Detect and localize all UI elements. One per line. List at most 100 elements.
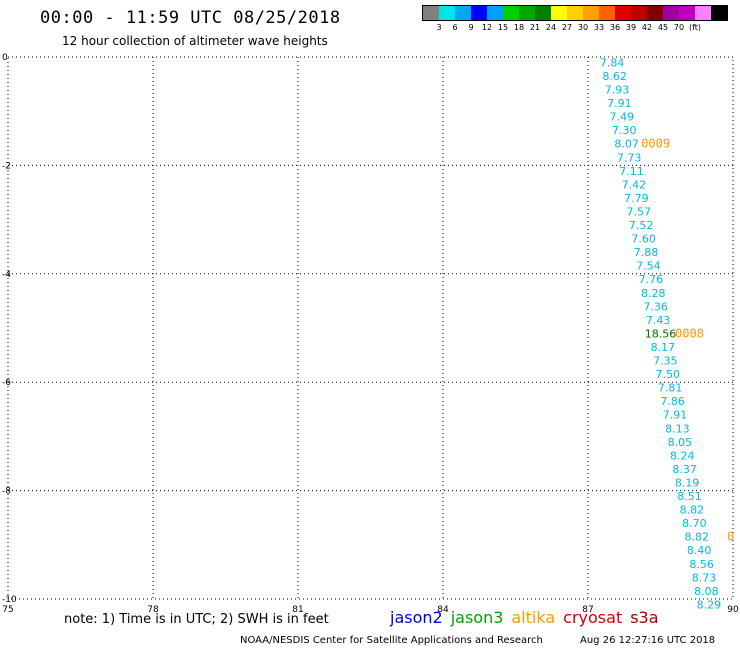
- scale-swatch: [455, 6, 471, 20]
- wave-height-value: 18.56: [645, 327, 677, 340]
- lon-tick-label: 84: [437, 605, 449, 615]
- lat-tick-label: 0: [2, 53, 8, 63]
- scale-label: 15: [497, 23, 509, 32]
- wave-height-value: 8.62: [602, 70, 627, 83]
- satellite-name-jason2: jason2: [390, 608, 443, 627]
- scale-label: 27: [561, 23, 573, 32]
- scale-label: 39: [625, 23, 637, 32]
- wave-height-value: 7.30: [612, 124, 637, 137]
- scale-label: (ft): [688, 23, 702, 32]
- lat-tick-label: -4: [2, 270, 11, 280]
- scale-label: 12: [481, 23, 493, 32]
- wave-height-value: 7.42: [622, 178, 647, 191]
- pass-time-tag: 0008: [675, 326, 704, 340]
- credit-text: NOAA/NESDIS Center for Satellite Applica…: [240, 635, 543, 646]
- scale-label: 6: [452, 23, 458, 32]
- wave-height-value: 7.43: [646, 314, 671, 327]
- lon-tick-label: 75: [2, 605, 13, 615]
- wave-height-value: 7.79: [624, 192, 649, 205]
- lon-tick-label: 87: [582, 605, 593, 615]
- scale-swatch: [439, 6, 455, 20]
- lon-tick-label: 90: [727, 605, 739, 615]
- scale-label: 70: [673, 23, 685, 32]
- wave-height-value: 7.93: [605, 84, 630, 97]
- wave-height-value: 8.40: [687, 544, 712, 557]
- scale-label: 24: [545, 23, 557, 32]
- wave-height-value: 7.11: [619, 165, 644, 178]
- color-scale-labels: 3 6 9 12 15 18 21 24 27 30 33 36 39 42 45 70 (ft): [422, 21, 728, 35]
- scale-swatch: [711, 6, 727, 20]
- map-frame: [7, 56, 734, 600]
- scale-label: 45: [657, 23, 669, 32]
- wave-height-value: 7.86: [660, 395, 685, 408]
- wave-height-value: 7.52: [629, 219, 654, 232]
- satellite-legend: jason2 jason3 altika cryosat s3a: [390, 608, 667, 627]
- wave-height-value: 7.91: [607, 97, 632, 110]
- wave-height-value: 7.91: [663, 409, 688, 422]
- scale-swatch: [519, 6, 535, 20]
- wave-height-value: 8.73: [692, 571, 717, 584]
- wave-height-value: 8.37: [672, 463, 697, 476]
- scale-swatch: [471, 6, 487, 20]
- wave-height-value: 7.35: [653, 355, 678, 368]
- pass-time-tag: 0009: [641, 137, 670, 151]
- scale-swatch: [599, 6, 615, 20]
- wave-height-value: 8.08: [694, 585, 719, 598]
- lat-tick-label: -8: [2, 487, 11, 497]
- wave-height-value: 8.05: [668, 436, 693, 449]
- scale-label: 3: [436, 23, 442, 32]
- wave-height-value: 8.51: [677, 490, 702, 503]
- footer-note: note: 1) Time is in UTC; 2) SWH is in fe…: [64, 612, 329, 627]
- scale-swatch: [551, 6, 567, 20]
- lon-tick-label: 81: [292, 605, 303, 615]
- satellite-name-s3a: s3a: [630, 608, 659, 627]
- pass-time-tag: 0: [727, 530, 734, 544]
- wave-height-value: 8.29: [697, 598, 722, 611]
- wave-height-value: 8.17: [651, 341, 676, 354]
- wave-height-value: 7.49: [610, 111, 635, 124]
- wave-height-value: 8.07: [614, 138, 639, 151]
- color-scale-swatches: [422, 5, 728, 21]
- scale-swatch: [583, 6, 599, 20]
- scale-swatch: [423, 6, 439, 20]
- scale-label: 42: [641, 23, 653, 32]
- scale-label: 9: [468, 23, 474, 32]
- scale-swatch: [695, 6, 711, 20]
- wave-height-value: 8.13: [665, 422, 690, 435]
- scale-label: 33: [593, 23, 605, 32]
- wave-height-value: 7.57: [627, 205, 652, 218]
- wave-height-value: 8.82: [680, 504, 705, 517]
- wave-height-value: 7.50: [656, 368, 681, 381]
- wave-height-value: 7.81: [658, 382, 683, 395]
- wave-height-value: 8.56: [689, 558, 714, 571]
- wave-height-value: 7.88: [634, 246, 659, 259]
- map-subtitle: 12 hour collection of altimeter wave hei…: [62, 34, 328, 48]
- scale-swatch: [647, 6, 663, 20]
- wave-height-value: 8.70: [682, 517, 707, 530]
- scale-swatch: [487, 6, 503, 20]
- scale-swatch: [567, 6, 583, 20]
- scale-label: 30: [577, 23, 589, 32]
- map-title: 00:00 - 11:59 UTC 08/25/2018: [40, 8, 341, 28]
- wave-height-value: 8.28: [641, 287, 666, 300]
- scale-swatch: [503, 6, 519, 20]
- wave-height-value: 7.54: [636, 260, 661, 273]
- satellite-name-altika: altika: [511, 608, 556, 627]
- satellite-name-cryosat: cryosat: [563, 608, 623, 627]
- generated-timestamp: Aug 26 12:27:16 UTC 2018: [580, 635, 716, 646]
- scale-label: 18: [513, 23, 525, 32]
- wave-height-value: 7.73: [617, 151, 642, 164]
- wave-height-value: 7.60: [631, 233, 656, 246]
- wave-height-value: 7.36: [643, 300, 668, 313]
- lon-tick-label: 78: [147, 605, 159, 615]
- scale-swatch: [663, 6, 679, 20]
- wave-height-value: 7.84: [600, 56, 625, 69]
- lat-tick-label: -6: [2, 378, 11, 388]
- scale-swatch: [615, 6, 631, 20]
- scale-label: 21: [529, 23, 541, 32]
- wave-height-color-scale: 3 6 9 12 15 18 21 24 27 30 33 36 39 42 45 70 (ft): [422, 5, 728, 35]
- lat-tick-label: -10: [2, 595, 17, 605]
- scale-label: 36: [609, 23, 621, 32]
- scale-swatch: [631, 6, 647, 20]
